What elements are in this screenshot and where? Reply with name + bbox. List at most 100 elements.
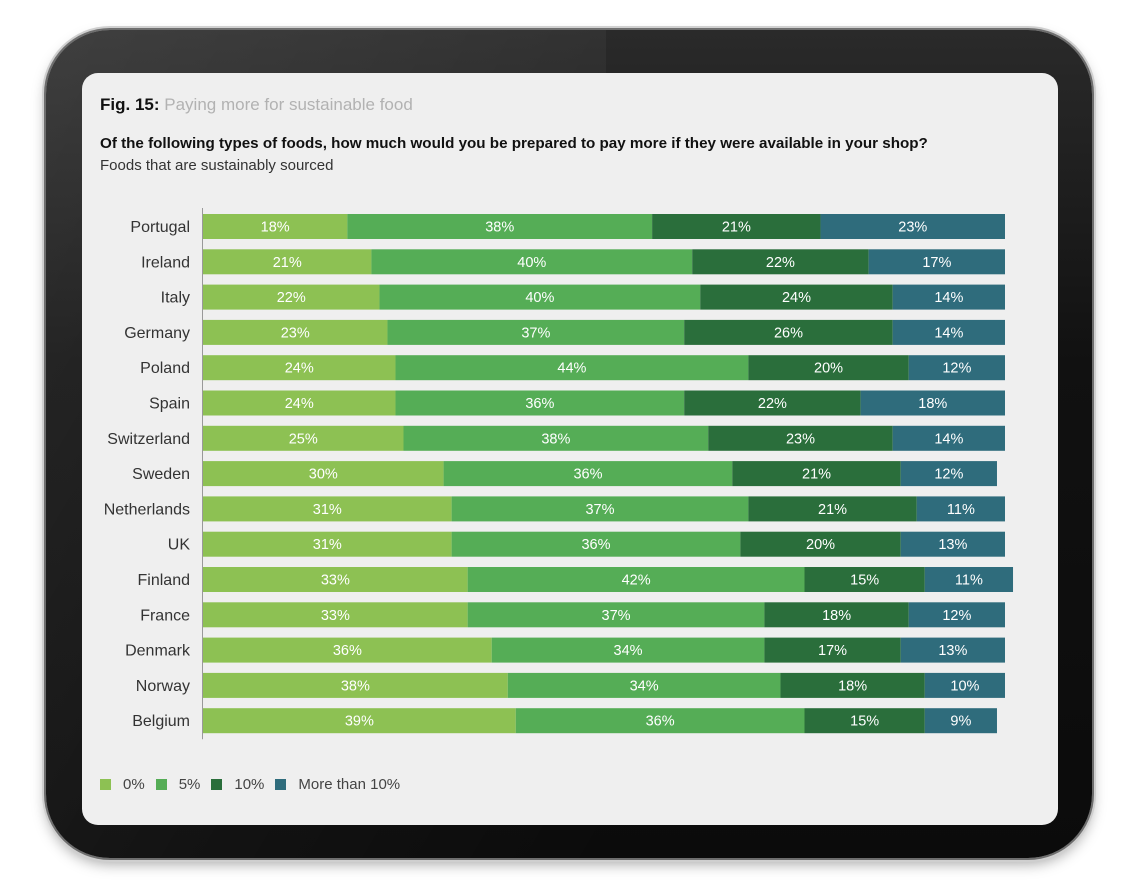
bar-value-label: 10% (950, 678, 979, 694)
category-label: Spain (149, 396, 190, 413)
bar-value-label: 42% (622, 573, 651, 589)
category-label: Poland (140, 360, 190, 377)
legend-item: 0% (100, 776, 145, 793)
bar-row: Poland 24% 44% 20% 12% (140, 355, 1005, 381)
bar-segment (900, 531, 1005, 557)
bar-value-label: 24% (782, 290, 811, 306)
bar-value-label: 23% (898, 220, 927, 236)
bar-value-label: 33% (321, 573, 350, 589)
category-label: Denmark (125, 643, 191, 660)
bar-row: Norway 38% 34% 18% 10% (136, 672, 1005, 698)
bar-segment (203, 319, 388, 345)
bar-row: Italy 22% 40% 24% 14% (161, 284, 1005, 310)
bar-value-label: 38% (341, 678, 370, 694)
bar-segment (403, 425, 709, 451)
bar-segment (371, 249, 693, 275)
category-label: Finland (138, 572, 190, 589)
bar-value-label: 18% (838, 678, 867, 694)
chart-subtitle: Foods that are sustainably sourced (100, 157, 334, 174)
bar-value-label: 21% (818, 502, 847, 518)
bar-segment (804, 567, 925, 592)
bar-row: Germany 23% 37% 26% 14% (124, 319, 1005, 345)
bar-value-label: 23% (786, 431, 815, 447)
legend-item: 5% (155, 776, 200, 793)
bar-row: Sweden 30% 36% 21% 12% (132, 461, 997, 487)
bar-segment (924, 672, 1005, 698)
bar-value-label: 23% (281, 325, 310, 341)
legend-label: 0% (123, 776, 145, 793)
bar-value-label: 11% (955, 573, 983, 589)
bar-value-label: 17% (922, 255, 951, 271)
bar-segment (764, 637, 901, 663)
bar-segment (203, 390, 396, 416)
figure-title: Fig. 15: Paying more for sustainable foo… (100, 95, 413, 115)
bar-segment (203, 425, 404, 451)
stacked-bar-chart: Portugal 18% 38% 21% 23% Ireland 21% 40% 22% 17% I… (104, 208, 1014, 740)
bar-segment (868, 249, 1005, 275)
bar-value-label: 36% (525, 396, 554, 412)
bar-value-label: 37% (585, 502, 614, 518)
bar-value-label: 40% (525, 290, 554, 306)
bar-segment (892, 319, 1005, 345)
bar-segment (892, 425, 1005, 451)
bar-value-label: 20% (806, 537, 835, 553)
bar-segment (924, 567, 1014, 592)
bar-value-label: 21% (722, 220, 751, 236)
category-label: Sweden (132, 466, 190, 483)
bar-segment (203, 355, 396, 381)
bar-value-label: 40% (517, 255, 546, 271)
bar-segment (467, 567, 805, 592)
bar-segment (708, 425, 893, 451)
bar-segment (203, 214, 348, 239)
bar-segment (908, 355, 1005, 381)
category-label: Italy (161, 290, 190, 307)
legend-label: 10% (234, 776, 265, 793)
bar-segment (804, 708, 925, 734)
bar-segment (900, 637, 1005, 663)
category-label: Norway (136, 678, 190, 695)
bar-segment (684, 319, 893, 345)
bar-segment (451, 496, 749, 522)
bar-value-label: 14% (934, 325, 963, 341)
bar-segment (203, 672, 508, 698)
bar-value-label: 22% (766, 255, 795, 271)
bar-value-label: 34% (614, 643, 643, 659)
category-label: Portugal (130, 219, 190, 236)
bar-segment (387, 319, 685, 345)
bar-segment (924, 708, 997, 734)
legend-swatch (100, 779, 111, 790)
bar-value-label: 11% (947, 502, 975, 518)
bar-row: UK 31% 36% 20% 13% (168, 531, 1005, 557)
legend-item: 10% (211, 776, 264, 793)
bar-segment (692, 249, 869, 275)
bar-value-label: 18% (822, 608, 851, 624)
bar-value-label: 36% (573, 467, 602, 483)
bar-segment (395, 355, 749, 381)
bar-segment (507, 672, 781, 698)
bar-value-label: 31% (313, 537, 342, 553)
bar-value-label: 34% (630, 678, 659, 694)
bar-value-label: 12% (942, 361, 971, 377)
legend-swatch (211, 779, 223, 790)
bar-value-label: 22% (758, 396, 787, 412)
legend-label: More than 10% (298, 776, 401, 793)
category-label: Belgium (132, 713, 190, 730)
bar-value-label: 38% (485, 220, 514, 236)
bar-segment (395, 390, 685, 416)
bar-segment (900, 461, 997, 487)
bar-value-label: 17% (818, 643, 847, 659)
bar-segment (203, 567, 468, 592)
bar-value-label: 20% (814, 361, 843, 377)
bar-segment (748, 496, 917, 522)
bar-value-label: 37% (521, 325, 550, 341)
bar-segment (203, 708, 516, 734)
bar-value-label: 44% (557, 361, 586, 377)
bar-value-label: 13% (938, 537, 967, 553)
bar-value-label: 38% (541, 431, 570, 447)
bar-segment (203, 496, 452, 522)
bar-value-label: 30% (309, 467, 338, 483)
category-label: Ireland (141, 254, 190, 271)
bar-segment (203, 461, 444, 487)
bar-value-label: 18% (918, 396, 947, 412)
chart-question: Of the following types of foods, how muc… (100, 135, 928, 152)
